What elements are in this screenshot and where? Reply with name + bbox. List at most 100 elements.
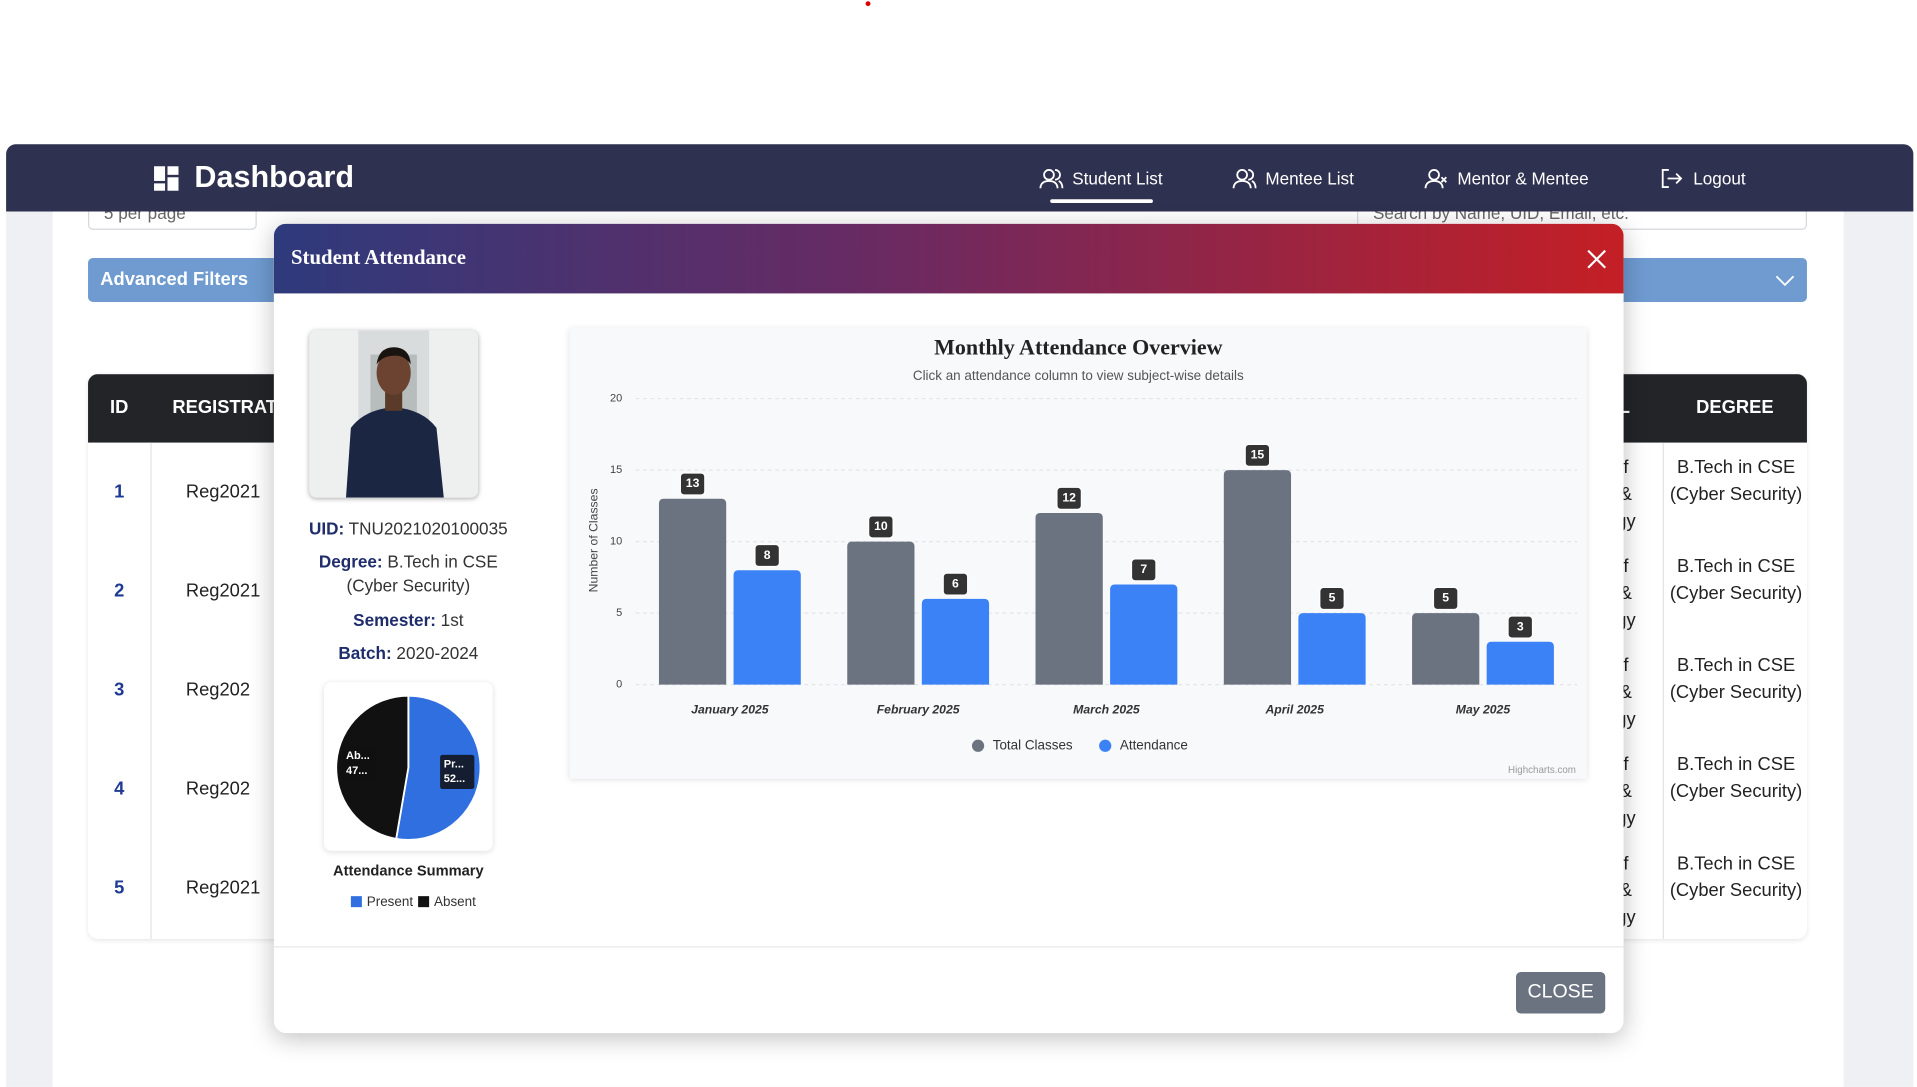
id-cell: 2 <box>114 580 125 602</box>
nav-item[interactable]: Mentee List <box>1232 144 1354 211</box>
registration-cell: Reg2021 <box>185 877 261 899</box>
bar <box>658 498 727 685</box>
cursor-dot <box>865 1 871 7</box>
legend-swatch <box>1099 739 1112 752</box>
semester-value: 1st <box>440 610 464 630</box>
legend-label: Total Classes <box>993 737 1073 752</box>
degree-cell: B.Tech in CSE (Cyber Security) <box>1669 853 1803 902</box>
student-photo <box>309 330 479 498</box>
data-label-box <box>1319 586 1345 611</box>
pie-label-name: Pr... <box>444 759 464 771</box>
data-label-box <box>1130 558 1157 582</box>
data-label-box <box>754 543 781 568</box>
uid-value: TNU2021020100035 <box>348 518 508 538</box>
degree-label: Degree: <box>318 551 383 571</box>
data-label-box <box>679 472 706 496</box>
nav-item[interactable]: Mentor & Mentee <box>1424 144 1589 211</box>
nav-icon <box>1232 168 1257 188</box>
bar <box>847 541 915 685</box>
registration-cell: Reg2021 <box>185 580 261 602</box>
brand-icon <box>154 165 179 191</box>
close-button[interactable]: CLOSE <box>1515 971 1606 1014</box>
legend-swatch <box>350 896 362 908</box>
degree-cell: B.Tech in CSE (Cyber Security) <box>1669 457 1803 505</box>
data-label: 10 <box>874 519 888 533</box>
close-icon[interactable] <box>1586 248 1608 270</box>
batch-value: 2020-2024 <box>396 643 479 663</box>
semester-line: Semester: 1st <box>298 608 518 632</box>
modal-title: Student Attendance <box>290 245 466 269</box>
brand[interactable]: Dashboard <box>153 144 354 211</box>
bar <box>1486 641 1554 685</box>
header-cell: DEGREE <box>1696 397 1774 419</box>
footer-divider <box>273 946 1624 948</box>
pie-label-box <box>342 746 377 781</box>
registration-cell: Reg202 <box>185 778 251 800</box>
bar <box>733 570 801 685</box>
pie-title: Attendance Summary <box>333 864 485 880</box>
uid-label: UID: <box>309 518 345 538</box>
data-label-box <box>1507 615 1534 639</box>
data-label-box <box>868 515 894 539</box>
bar <box>1110 584 1178 685</box>
bar <box>1035 512 1103 685</box>
nav-icon <box>1424 168 1447 188</box>
data-label: 3 <box>1517 619 1524 633</box>
degree-cell: B.Tech in CSE (Cyber Security) <box>1669 754 1803 803</box>
id-cell: 4 <box>114 778 125 800</box>
bar <box>1298 613 1366 685</box>
legend-swatch <box>971 739 985 752</box>
x-tick-label: March 2025 <box>1073 703 1140 717</box>
uid-line: UID: TNU2021020100035 <box>298 516 518 540</box>
legend-label: Absent <box>434 894 476 909</box>
data-label: 5 <box>1442 591 1449 605</box>
degree-cell: B.Tech in CSE (Cyber Security) <box>1669 556 1803 604</box>
bar <box>1412 613 1480 685</box>
credits: Highcharts.com <box>1508 765 1576 776</box>
data-label: 13 <box>686 476 700 490</box>
data-label: 6 <box>952 576 959 590</box>
data-label-box <box>1432 586 1459 611</box>
nav-label: Logout <box>1693 168 1746 188</box>
x-tick-label: February 2025 <box>877 703 960 717</box>
nav-label: Mentor & Mentee <box>1457 168 1589 188</box>
data-label-box <box>1056 486 1082 510</box>
y-tick-label: 5 <box>616 607 622 619</box>
pie-label-value: 47... <box>346 765 367 777</box>
modal-header: Student Attendance <box>273 223 1624 294</box>
y-axis-title: Number of Classes <box>586 488 600 592</box>
data-label: 5 <box>1329 591 1336 605</box>
x-tick-label: May 2025 <box>1456 703 1511 717</box>
header-cell: L <box>1618 397 1630 419</box>
data-label-box <box>1244 443 1271 468</box>
registration-cell: Reg2021 <box>185 481 261 503</box>
y-tick-label: 20 <box>610 392 622 404</box>
x-tick-label: January 2025 <box>691 703 769 717</box>
legend-label: Attendance <box>1120 737 1188 752</box>
data-label: 8 <box>764 548 771 562</box>
nav-item[interactable]: Logout <box>1660 144 1746 211</box>
nav-item[interactable]: Student List <box>1039 144 1163 211</box>
id-cell: 3 <box>114 679 125 701</box>
data-label-box <box>942 572 969 596</box>
batch-line: Batch: 2020-2024 <box>298 641 518 665</box>
y-tick-label: 0 <box>616 679 622 691</box>
bar-chart: Monthly Attendance Overview Click an atte… <box>586 335 1578 776</box>
chart-title: Monthly Attendance Overview <box>934 335 1223 360</box>
nav-label: Mentee List <box>1265 168 1354 188</box>
pie-label-name: Ab... <box>346 750 370 762</box>
registration-cell: Reg202 <box>185 679 251 701</box>
advanced-filters-label: Advanced Filters <box>100 268 249 290</box>
chevron <box>1775 275 1795 287</box>
legend-label: Present <box>367 894 414 909</box>
batch-label: Batch: <box>338 643 392 663</box>
data-label: 12 <box>1062 491 1076 505</box>
y-tick-label: 15 <box>610 464 622 476</box>
bar <box>1223 470 1292 685</box>
chart-subtitle: Click an attendance column to view subje… <box>913 368 1244 383</box>
attendance-modal: Student Attendance UID: TNU2021020100035… <box>273 223 1624 1034</box>
nav-label: Student List <box>1072 168 1163 188</box>
data-label: 15 <box>1251 448 1265 462</box>
column-border <box>1662 442 1664 939</box>
pie-label-value: 52... <box>444 773 465 785</box>
